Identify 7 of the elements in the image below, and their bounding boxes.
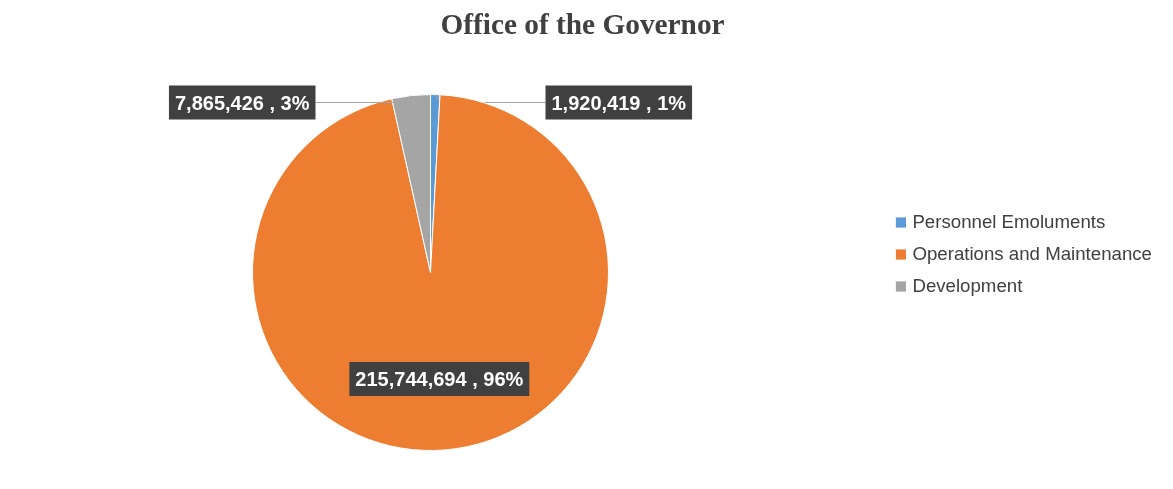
legend-label: Operations and Maintenance [912,243,1152,265]
legend-label: Personnel Emoluments [912,211,1106,233]
data-label: 1,920,419 , 1% [551,91,687,114]
chart-title: Office of the Governor [440,7,725,40]
legend-label: Development [912,275,1023,297]
data-label: 7,865,426 , 3% [174,91,310,114]
data-label: 215,744,694 , 96% [355,367,524,390]
